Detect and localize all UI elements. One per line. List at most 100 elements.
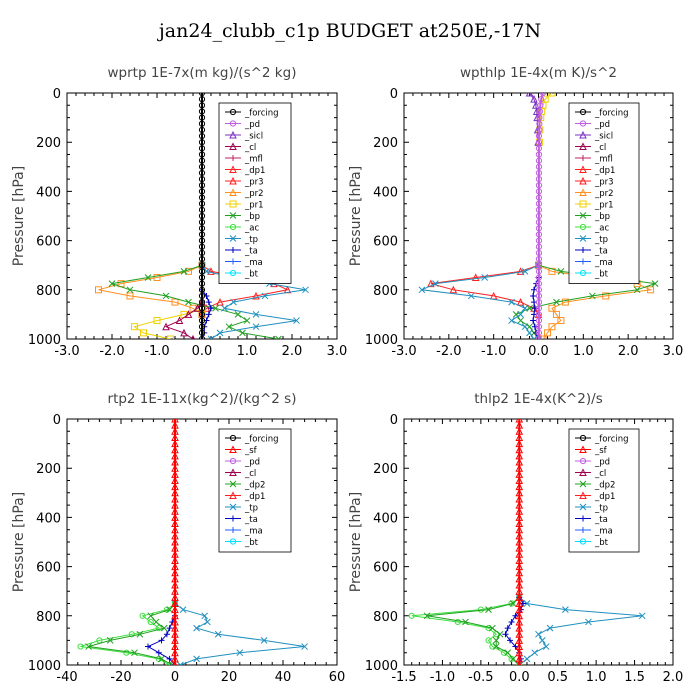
data-point: [198, 188, 206, 195]
data-point: [234, 311, 242, 318]
legend-marker: [229, 130, 237, 139]
legend-marker: [579, 176, 587, 185]
data-point: [539, 93, 547, 97]
data-point: [539, 335, 547, 339]
data-point: [536, 114, 543, 121]
series-tp: [418, 261, 542, 339]
legend-marker: [579, 108, 587, 116]
data-point: [535, 206, 543, 213]
data-point: [531, 323, 538, 330]
data-point: [198, 225, 206, 232]
legend-label: _tp: [594, 504, 608, 514]
data-point: [552, 310, 560, 318]
legend-marker: [230, 155, 236, 161]
data-point: [516, 297, 525, 306]
data-point: [535, 286, 543, 293]
data-point: [485, 637, 492, 644]
legend-label: _bt: [244, 538, 259, 548]
data-point: [179, 606, 187, 614]
data-point: [509, 655, 517, 663]
panel-title: rtp2 1E-11x(kg^2)/(kg^2 s): [108, 391, 297, 407]
data-point: [198, 139, 206, 146]
data-point: [221, 304, 228, 312]
data-point: [301, 643, 308, 650]
legend-marker: [579, 223, 587, 231]
y-tick-label: 600: [373, 561, 398, 576]
legend-marker: [579, 188, 587, 196]
data-point: [508, 655, 515, 662]
legend-marker: [229, 108, 237, 116]
data-point: [535, 237, 543, 244]
x-tick-label: 2.0: [618, 344, 639, 359]
data-point: [177, 661, 184, 665]
legend: _forcing_pd_sicl_cl_mfl_dp1_pr3_pr2_pr1_…: [568, 102, 640, 284]
x-tick-label: -1.0: [481, 344, 506, 359]
data-point: [198, 194, 206, 201]
data-point: [198, 231, 206, 238]
data-point: [198, 329, 206, 336]
y-tick-label: 0: [390, 87, 398, 102]
legend-marker: [229, 165, 237, 173]
data-point: [535, 262, 543, 269]
legend-label: _tp: [244, 504, 258, 514]
legend-marker: [229, 269, 237, 277]
legend-label: _bt: [594, 270, 609, 280]
data-point: [535, 139, 543, 146]
series-forcing: [535, 93, 547, 339]
data-point: [147, 612, 155, 620]
data-point: [521, 267, 529, 275]
data-point: [525, 93, 534, 97]
data-point: [535, 329, 543, 336]
x-tick-label: 2.0: [282, 344, 303, 359]
data-point: [408, 612, 415, 619]
data-point: [158, 655, 165, 663]
x-tick-label: -3.0: [54, 344, 79, 359]
legend-label: _ma: [594, 258, 613, 268]
data-point: [140, 329, 147, 337]
data-point: [198, 206, 206, 213]
data-point: [588, 292, 596, 300]
legend-label: _dp1: [244, 166, 265, 176]
legend-label: _mfl: [594, 155, 613, 165]
series-dp2: [423, 593, 523, 665]
data-point: [502, 631, 509, 638]
series-forcing: [515, 419, 524, 665]
legend-label: _pd: [594, 120, 610, 130]
legend-marker: [580, 155, 586, 161]
x-tick-label: 0.5: [547, 670, 568, 685]
data-point: [198, 176, 206, 183]
data-point: [123, 649, 130, 656]
data-point: [198, 323, 206, 330]
data-point: [198, 157, 206, 164]
data-point: [198, 237, 206, 244]
data-point: [489, 624, 496, 632]
y-tick-label: 400: [373, 511, 398, 526]
legend-marker: [230, 247, 236, 253]
legend-marker: [229, 480, 237, 488]
data-point: [160, 624, 168, 632]
y-tick-label: 800: [36, 284, 61, 299]
y-tick-label: 800: [373, 284, 398, 299]
series-pr2: [95, 261, 206, 318]
plot-area: [77, 419, 308, 665]
data-point: [201, 612, 209, 620]
legend-marker: [230, 258, 236, 265]
data-point: [535, 169, 543, 177]
legend-marker: [579, 468, 587, 476]
y-tick-label: 0: [53, 87, 61, 102]
x-tick-label: -2.0: [436, 344, 461, 359]
legend-marker: [229, 120, 237, 127]
legend-label: _pd: [594, 458, 610, 468]
panel-title: wpthlp 1E-4x(m K)/s^2: [460, 65, 617, 81]
data-point: [523, 600, 531, 607]
x-tick-label: -40: [56, 670, 77, 685]
legend-marker: [229, 468, 237, 476]
data-point: [198, 102, 206, 109]
x-tick-label: 1.0: [237, 344, 258, 359]
y-tick-label: 400: [36, 185, 61, 200]
y-tick-label: 200: [36, 462, 61, 477]
data-point: [535, 200, 543, 207]
data-point: [198, 169, 206, 177]
data-point: [85, 643, 92, 650]
chart-panel-1: wprtp 1E-7x(m kg)/(s^2 kg) Pressure [hPa]…: [11, 65, 347, 359]
